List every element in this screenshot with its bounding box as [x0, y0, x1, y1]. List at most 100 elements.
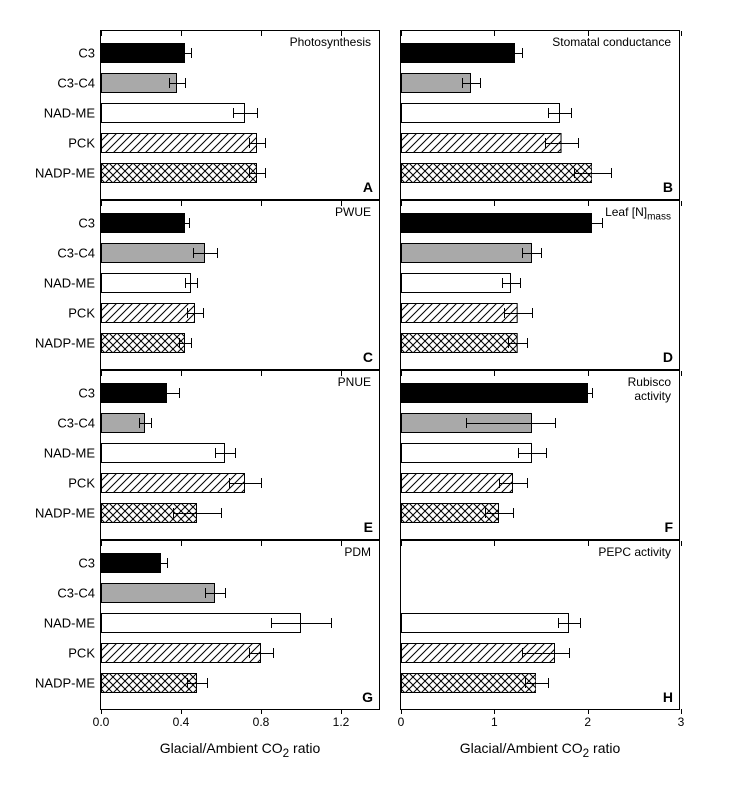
xtick-inner — [588, 371, 589, 376]
category-label: C3-C4 — [57, 586, 101, 601]
error-cap — [508, 338, 509, 348]
error-bar — [233, 113, 257, 114]
error-cap — [229, 478, 230, 488]
xtick-inner — [401, 541, 402, 546]
error-cap — [504, 308, 505, 318]
category-label: C3 — [78, 386, 101, 401]
error-bar — [179, 343, 191, 344]
error-cap — [480, 78, 481, 88]
bar — [101, 103, 245, 123]
error-cap — [571, 108, 572, 118]
error-cap — [179, 48, 180, 58]
bar — [401, 383, 588, 403]
xtick — [681, 709, 682, 714]
bar — [401, 43, 515, 63]
error-cap — [502, 278, 503, 288]
error-cap — [611, 168, 612, 178]
error-bar — [466, 423, 555, 424]
error-cap — [203, 308, 204, 318]
error-bar — [502, 283, 521, 284]
xtick-inner — [588, 541, 589, 546]
error-cap — [527, 338, 528, 348]
panel-D: Leaf [N]massD — [400, 200, 680, 370]
error-cap — [185, 78, 186, 88]
error-cap — [583, 388, 584, 398]
xtick-inner — [681, 201, 682, 206]
xtick-inner — [101, 31, 102, 36]
xtick-inner — [494, 31, 495, 36]
category-label: PCK — [68, 306, 101, 321]
xtick-label: 0.0 — [93, 715, 110, 729]
xtick — [588, 709, 589, 714]
xtick-inner — [101, 201, 102, 206]
xtick-inner — [261, 201, 262, 206]
bar-row — [101, 163, 381, 183]
error-cap — [249, 168, 250, 178]
xtick-inner — [401, 31, 402, 36]
error-bar — [185, 283, 197, 284]
error-bar — [574, 173, 611, 174]
error-cap — [151, 418, 152, 428]
xtick-inner — [261, 31, 262, 36]
bar — [401, 273, 511, 293]
bar-row — [101, 553, 381, 573]
error-cap — [541, 248, 542, 258]
error-bar — [525, 683, 547, 684]
bar — [401, 213, 592, 233]
bar — [401, 73, 471, 93]
error-cap — [331, 618, 332, 628]
category-label: NADP-ME — [35, 506, 101, 521]
error-bar — [522, 253, 541, 254]
error-bar — [462, 83, 481, 84]
error-cap — [197, 278, 198, 288]
error-cap — [602, 218, 603, 228]
bar-row — [401, 383, 681, 403]
error-bar — [249, 173, 265, 174]
error-bar — [193, 253, 217, 254]
error-cap — [555, 418, 556, 428]
error-cap — [462, 78, 463, 88]
error-bar — [187, 683, 207, 684]
bar-row — [401, 643, 681, 663]
error-bar — [179, 53, 191, 54]
bar-row — [101, 273, 381, 293]
error-cap — [235, 448, 236, 458]
error-cap — [167, 558, 168, 568]
error-bar — [215, 453, 235, 454]
error-cap — [187, 308, 188, 318]
bar — [101, 303, 195, 323]
panel-A: PhotosynthesisAC3C3-C4NAD-MEPCKNADP-ME — [100, 30, 380, 200]
error-cap — [265, 138, 266, 148]
xtick-inner — [181, 31, 182, 36]
error-cap — [249, 648, 250, 658]
bar-row — [401, 473, 681, 493]
error-cap — [271, 618, 272, 628]
bar-row — [401, 163, 681, 183]
bar-row — [401, 413, 681, 433]
error-bar — [187, 313, 203, 314]
bar-row — [401, 673, 681, 693]
xtick-inner — [681, 541, 682, 546]
error-bar — [181, 223, 189, 224]
xtick-inner — [341, 201, 342, 206]
error-cap — [207, 678, 208, 688]
category-label: C3 — [78, 556, 101, 571]
error-bar — [485, 513, 513, 514]
xtick — [401, 709, 402, 714]
error-cap — [193, 248, 194, 258]
error-cap — [249, 138, 250, 148]
error-cap — [520, 278, 521, 288]
bar — [401, 303, 518, 323]
xtick-label: 0.4 — [173, 715, 190, 729]
xtick-inner — [494, 201, 495, 206]
category-label: PCK — [68, 136, 101, 151]
panel-H: PEPC activityH0123 — [400, 540, 680, 710]
error-cap — [545, 138, 546, 148]
bar-row — [101, 673, 381, 693]
error-cap — [466, 418, 467, 428]
error-cap — [578, 138, 579, 148]
category-label: NAD-ME — [44, 616, 101, 631]
bar — [101, 553, 161, 573]
bar-row — [101, 103, 381, 123]
bar-row — [401, 133, 681, 153]
